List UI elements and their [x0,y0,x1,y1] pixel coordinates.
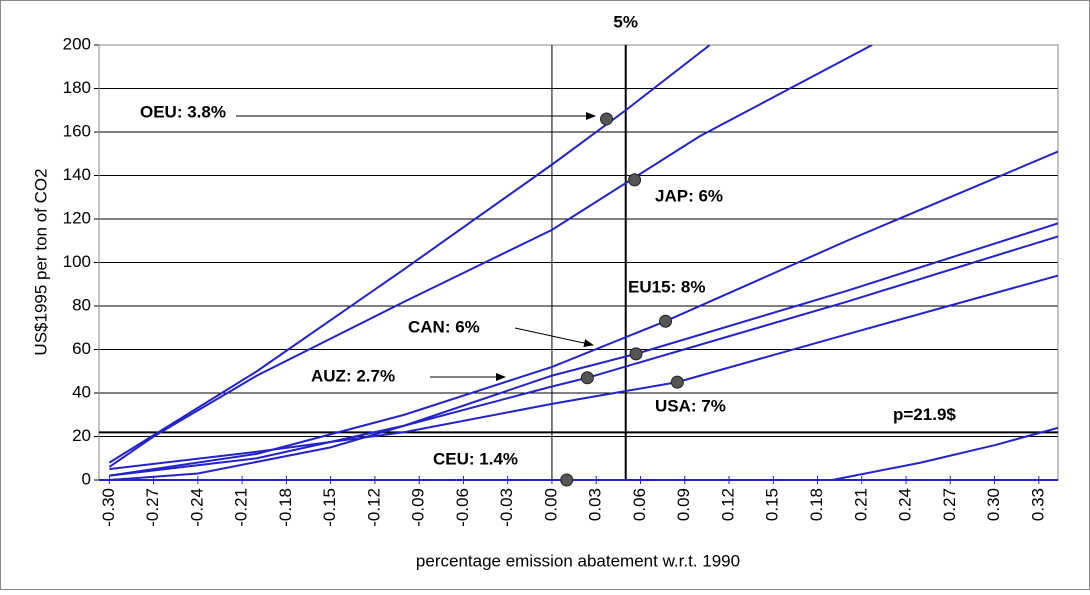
y-tick-label: 140 [63,165,91,184]
series-line [99,426,1058,481]
series-line [109,235,1058,477]
point [600,112,614,126]
point [629,347,643,361]
x-tick-label: 0.18 [807,488,826,521]
x-tick-label: 0.03 [586,488,605,521]
y-tick-label: 80 [72,295,91,314]
x-tick-label: -0.03 [497,488,516,527]
x-tick-label: -0.06 [453,488,472,527]
point [670,375,684,389]
x-axis-label: percentage emission abatement w.r.t. 199… [416,551,740,570]
x-tick-label: 0.12 [718,488,737,521]
x-tick-label: 0.21 [851,488,870,521]
y-tick-label: 40 [72,382,91,401]
reference-label: 5% [613,12,638,31]
y-tick-label: 180 [63,78,91,97]
y-axis-label: US$1995 per ton of CO2 [31,168,50,355]
annotation: JAP: 6% [655,186,723,205]
x-tick-label: -0.18 [276,488,295,527]
arrow [514,327,594,347]
x-tick-label: 0.09 [674,488,693,521]
y-tick-label: 100 [63,252,91,271]
series-line [108,45,873,468]
x-tick-label: 0.15 [763,488,782,521]
y-tick-label: 200 [63,34,91,53]
series-line [109,150,1058,477]
x-tick-label: -0.15 [320,488,339,527]
y-tick-label: 120 [63,208,91,227]
point [659,314,673,328]
annotation: CEU: 1.4% [433,449,518,468]
x-tick-label: -0.30 [99,488,118,527]
point [580,371,594,385]
y-tick-label: 20 [72,426,91,445]
x-tick-label: 0.00 [541,488,560,521]
plot-lines [99,45,1058,481]
annotation: EU15: 8% [628,277,705,296]
annotation: CAN: 6% [408,317,480,336]
y-tick-label: 60 [72,339,91,358]
y-tick-label: 160 [63,121,91,140]
annotation: AUZ: 2.7% [311,366,395,385]
x-tick-label: -0.21 [232,488,251,527]
x-tick-label: 0.30 [984,488,1003,521]
x-tick-label: 0.27 [940,488,959,521]
x-tick-label: 0.06 [630,488,649,521]
x-tick-label: 0.33 [1028,488,1047,521]
point [560,473,574,487]
x-tick-label: -0.24 [187,488,206,527]
x-tick-label: -0.12 [364,488,383,527]
series-line [109,274,1058,471]
x-tick-label: -0.27 [143,488,162,527]
y-tick-label: 0 [82,469,91,488]
series-line [109,222,1058,481]
price-label: p=21.9$ [893,405,956,424]
series-line [108,45,711,464]
point [628,173,642,187]
annotation: USA: 7% [655,396,726,415]
x-tick-label: 0.24 [896,488,915,521]
x-tick-label: -0.09 [409,488,428,527]
annotation: OEU: 3.8% [140,102,226,121]
